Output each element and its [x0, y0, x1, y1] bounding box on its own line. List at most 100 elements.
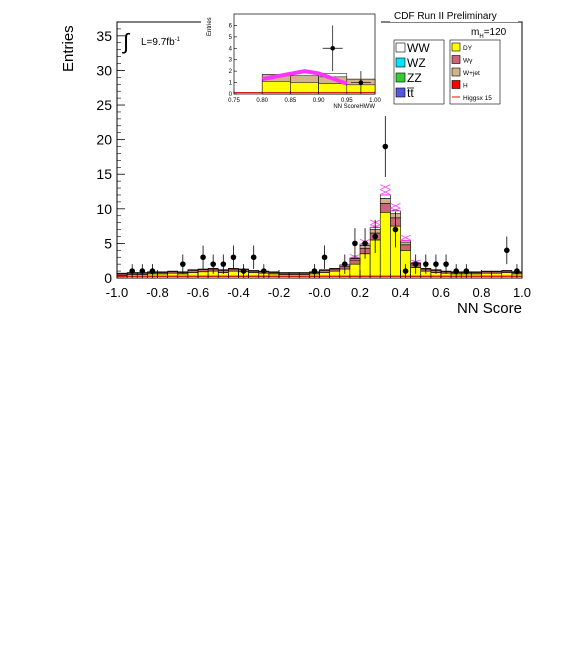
- legend-label: tt: [407, 86, 414, 100]
- bar-dy-5: [167, 272, 179, 279]
- data-marker: [149, 268, 156, 274]
- x-tick-label: 0.8: [472, 285, 490, 300]
- main-histogram-stack: [116, 194, 523, 279]
- data-point-6: [220, 254, 227, 274]
- data-marker: [352, 240, 358, 247]
- inset-bar-dy: [261, 81, 291, 95]
- y-tick-label: 0: [104, 270, 112, 286]
- data-marker: [392, 226, 399, 233]
- higgs-hatch-28: [400, 234, 411, 242]
- data-marker: [330, 45, 336, 51]
- header-box: [390, 8, 518, 22]
- data-marker: [220, 261, 227, 267]
- legend-right: DY Wγ W+jet H Higgsx 15: [449, 39, 501, 105]
- x-tick-label: -1.0: [106, 285, 128, 300]
- data-marker: [514, 268, 520, 274]
- data-marker: [463, 268, 470, 274]
- x-tick-label: -0.6: [187, 285, 209, 300]
- bar-dy-32: [440, 272, 452, 279]
- y-tick-label: 30: [96, 62, 112, 78]
- data-point-26: [504, 236, 510, 265]
- bar-wjet-36: [481, 270, 492, 273]
- data-marker: [311, 268, 318, 274]
- bar-wjet-15: [268, 271, 280, 273]
- data-marker: [423, 261, 429, 267]
- inset-y-tick-label: 5: [229, 35, 233, 41]
- data-marker: [433, 261, 439, 267]
- data-point-0: [129, 264, 135, 278]
- data-point-7: [230, 245, 237, 270]
- bar-dy-11: [228, 270, 239, 279]
- data-marker: [453, 268, 459, 274]
- legend-label: H: [463, 83, 468, 90]
- data-marker: [200, 254, 206, 261]
- hatch-line: [390, 207, 401, 212]
- bar-wjet-21: [329, 268, 341, 270]
- legend-label: DY: [463, 45, 473, 52]
- bar-dy-21: [329, 270, 341, 279]
- bar-dy-26: [379, 211, 391, 279]
- legend-swatch: [451, 80, 461, 89]
- data-marker: [412, 261, 419, 267]
- inset-x-axis: 0.75 0.80 0.85 0.90 0.95 1.00: [228, 91, 381, 104]
- bar-wjet-20: [319, 269, 330, 271]
- data-point-27: [514, 264, 520, 278]
- data-point-13: [342, 254, 348, 274]
- data-marker: [443, 261, 449, 267]
- legend-label: WW: [407, 41, 430, 55]
- data-marker: [362, 240, 368, 247]
- data-marker: [504, 247, 510, 254]
- data-point-11: [311, 264, 318, 278]
- bar-dy-36: [481, 272, 492, 279]
- chart-header: CDF Run II Preliminary: [394, 11, 497, 22]
- x-tick-label: -0.2: [268, 285, 290, 300]
- data-point-15: [362, 228, 368, 259]
- data-point-10: [261, 264, 267, 278]
- y-tick-label: 10: [96, 201, 112, 217]
- bar-w-11: [228, 268, 239, 272]
- bar-w-7: [187, 270, 199, 273]
- data-marker: [230, 254, 237, 261]
- bar-w-20: [319, 270, 330, 273]
- bar-w-23: [349, 259, 361, 265]
- data-point-8: [240, 264, 247, 278]
- bar-wjet-0: [116, 272, 128, 275]
- y-tick-label: 15: [96, 166, 112, 182]
- inset-y-axis-title: Entries: [207, 17, 213, 36]
- data-marker: [180, 261, 186, 267]
- bar-wjet-5: [167, 270, 179, 273]
- y-axis-title: Entries: [60, 25, 77, 72]
- inset-x-tick-label: 1.00: [369, 98, 381, 104]
- bar-ww-26: [379, 194, 391, 199]
- inset-y-tick-label: 0: [229, 92, 233, 98]
- data-point-21: [423, 254, 429, 274]
- inset-y-tick-label: 6: [229, 23, 233, 29]
- inset-y-tick-label: 4: [229, 46, 233, 52]
- data-point-20: [412, 254, 419, 274]
- bar-w-28: [400, 244, 411, 251]
- legend-swatch: [451, 67, 461, 77]
- data-point-5: [210, 254, 216, 274]
- data-point-25: [463, 264, 470, 278]
- data-point-17: [382, 116, 389, 177]
- data-marker: [402, 268, 409, 274]
- bar-w-8: [197, 269, 209, 273]
- x-tick-label: 0.2: [351, 285, 369, 300]
- bar-wjet-35: [471, 271, 482, 273]
- inset-x-tick-label: 0.75: [228, 98, 240, 104]
- legend-label: WZ: [407, 56, 426, 70]
- bar-dy-37: [491, 272, 503, 279]
- bar-wjet-28: [400, 241, 411, 246]
- inset-x-tick-label: 0.85: [285, 98, 297, 104]
- data-marker: [372, 233, 378, 240]
- hatch-line: [380, 189, 391, 195]
- x-axis-title: NN Score: [457, 300, 522, 317]
- data-point-19: [402, 264, 409, 278]
- data-marker: [321, 254, 328, 261]
- data-point-9: [250, 245, 257, 270]
- legend-swatch: [451, 42, 461, 52]
- legend-label: W+jet: [463, 70, 480, 77]
- data-marker: [358, 80, 364, 85]
- legend-label: ZZ: [407, 71, 422, 85]
